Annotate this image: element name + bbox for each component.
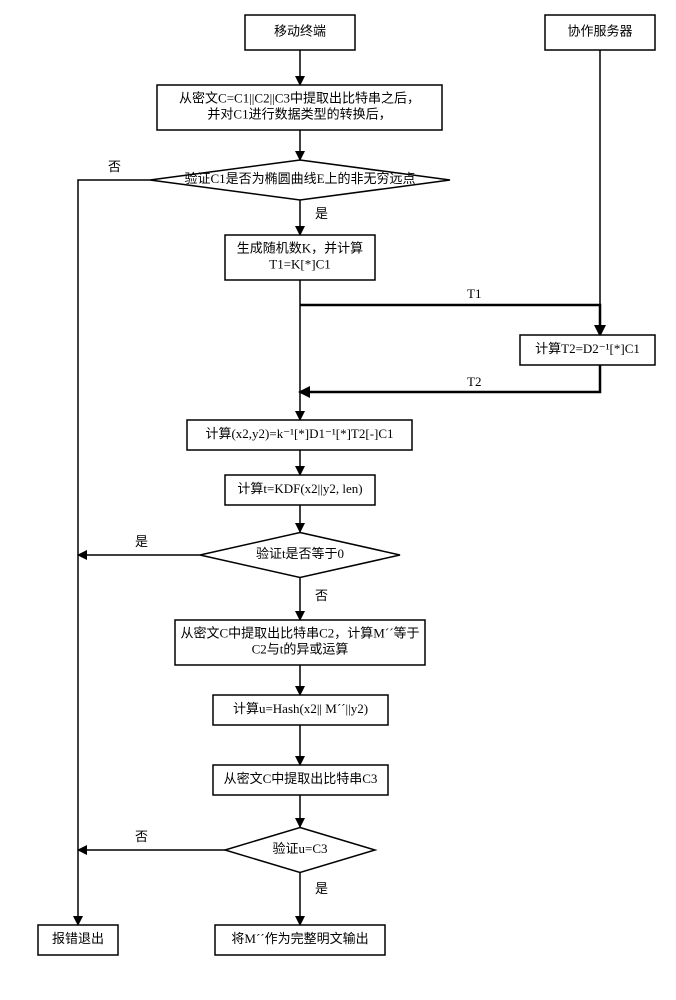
node-verifyT: 验证t是否等于0	[200, 533, 400, 578]
node-calcXY: 计算(x2,y2)=k⁻¹[*]D1⁻¹[*]T2[-]C1	[187, 420, 412, 450]
node-calcU-line0: 计算u=Hash(x2|| M´´||y2)	[233, 701, 368, 716]
node-extract: 从密文C=C1||C2||C3中提取出比特串之后，并对C1进行数据类型的转换后，	[157, 85, 442, 130]
label-T1: T1	[467, 286, 481, 301]
node-verifyU-line0: 验证u=C3	[272, 841, 327, 856]
node-calcU: 计算u=Hash(x2|| M´´||y2)	[213, 695, 388, 725]
node-output-line0: 将M´´作为完整明文输出	[231, 931, 368, 946]
node-extract-line0: 从密文C=C1||C2||C3中提取出比特串之后，	[179, 90, 420, 105]
node-calcT2: 计算T2=D2⁻¹[*]C1	[520, 335, 655, 365]
node-extract-line1: 并对C1进行数据类型的转换后，	[207, 106, 391, 121]
node-calcT: 计算t=KDF(x2||y2, len)	[225, 475, 375, 505]
node-extractC2-line0: 从密文C中提取出比特串C2，计算M´´等于	[180, 625, 419, 640]
node-extractC3: 从密文C中提取出比特串C3	[213, 765, 388, 795]
node-calcT2-line0: 计算T2=D2⁻¹[*]C1	[535, 341, 640, 356]
edge-e-T2-left	[300, 365, 600, 392]
edge-e-verifyC1-no	[78, 180, 150, 925]
node-calcT-line0: 计算t=KDF(x2||y2, len)	[237, 481, 362, 496]
label-no3: 否	[135, 829, 148, 844]
node-genK-line1: T1=K[*]C1	[269, 256, 331, 271]
label-yes1: 是	[315, 206, 328, 221]
node-error-line0: 报错退出	[52, 931, 104, 946]
node-verifyC1-line0: 验证C1是否为椭圆曲线E上的非无穷远点	[184, 171, 415, 186]
node-verifyU: 验证u=C3	[225, 828, 375, 873]
node-genK: 生成随机数K，并计算T1=K[*]C1	[225, 235, 375, 280]
label-no2: 否	[315, 588, 328, 603]
node-server-line0: 协作服务器	[567, 23, 632, 38]
label-yes2: 是	[135, 534, 148, 549]
label-no1: 否	[108, 159, 121, 174]
node-output: 将M´´作为完整明文输出	[215, 925, 385, 955]
node-calcXY-line0: 计算(x2,y2)=k⁻¹[*]D1⁻¹[*]T2[-]C1	[205, 426, 393, 441]
edge-e-T1-right	[300, 305, 600, 335]
node-error: 报错退出	[38, 925, 118, 955]
node-server: 协作服务器	[545, 15, 655, 50]
node-extractC3-line0: 从密文C中提取出比特串C3	[224, 771, 378, 786]
node-extractC2-line1: C2与t的异或运算	[252, 641, 349, 656]
node-verifyC1: 验证C1是否为椭圆曲线E上的非无穷远点	[150, 160, 450, 200]
node-extractC2: 从密文C中提取出比特串C2，计算M´´等于C2与t的异或运算	[175, 620, 425, 665]
node-mobile: 移动终端	[245, 15, 355, 50]
node-verifyT-line0: 验证t是否等于0	[256, 546, 344, 561]
label-yes3: 是	[315, 881, 328, 896]
nodes-layer: 移动终端 协作服务器从密文C=C1||C2||C3中提取出比特串之后，并对C1进行…	[38, 15, 655, 955]
node-genK-line0: 生成随机数K，并计算	[237, 240, 363, 255]
label-T2: T2	[467, 374, 481, 389]
node-mobile-line0: 移动终端	[274, 23, 326, 38]
flowchart-canvas: 移动终端 协作服务器从密文C=C1||C2||C3中提取出比特串之后，并对C1进行…	[0, 0, 676, 1000]
